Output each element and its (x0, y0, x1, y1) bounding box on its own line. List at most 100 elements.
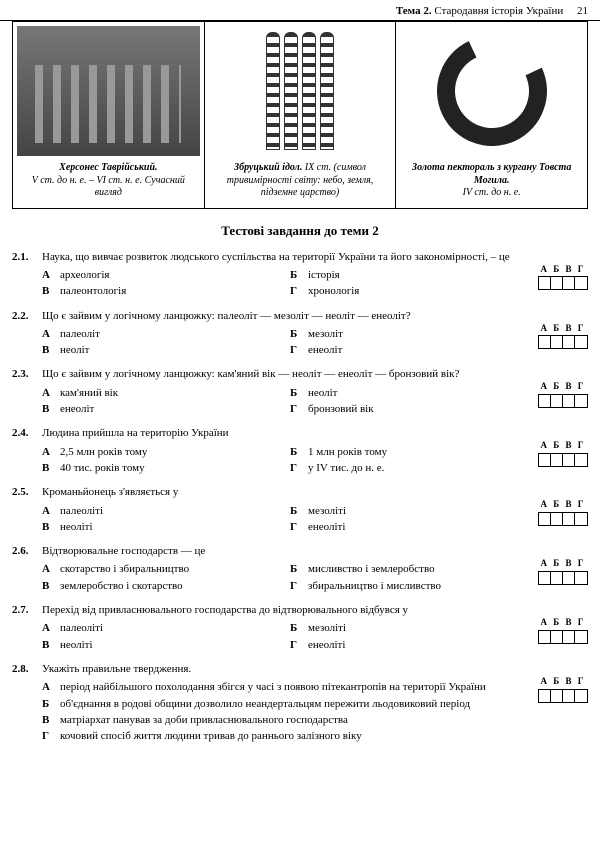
answer-option[interactable]: Вматріархат панував за доби привласнювал… (42, 713, 528, 727)
answer-option[interactable]: Б1 млн років тому (290, 445, 528, 459)
answer-letter: Б (290, 562, 308, 576)
answer-cell[interactable] (551, 395, 563, 407)
answer-letter: В (42, 638, 60, 652)
answer-grid-boxes[interactable] (538, 689, 588, 703)
answer-cell[interactable] (551, 572, 563, 584)
answer-cell[interactable] (539, 395, 551, 407)
answer-option[interactable]: Аархеологія (42, 268, 280, 282)
answer-option[interactable]: Аскотарство і збиральництво (42, 562, 280, 576)
answer-cell[interactable] (539, 336, 551, 348)
answer-cell[interactable] (551, 336, 563, 348)
answers: Апалеоліт Бмезоліт Внеоліт Генеоліт (42, 327, 588, 358)
answer-text: у IV тис. до н. е. (308, 461, 528, 475)
answer-option[interactable]: Венеоліт (42, 402, 280, 416)
answer-cell[interactable] (551, 631, 563, 643)
answer-option[interactable]: Бмезоліті (290, 504, 528, 518)
answer-option[interactable]: Генеоліті (290, 520, 528, 534)
answer-option[interactable]: Акам'яний вік (42, 386, 280, 400)
answer-grid-boxes[interactable] (538, 335, 588, 349)
answer-option[interactable]: Бісторія (290, 268, 528, 282)
answer-option[interactable]: Боб'єднання в родові общини дозволило не… (42, 697, 528, 711)
answer-option[interactable]: Апалеоліт (42, 327, 280, 341)
answer-cell[interactable] (575, 513, 587, 525)
answer-option[interactable]: Впалеонтологія (42, 284, 280, 298)
answer-cell[interactable] (539, 572, 551, 584)
answer-text: хронологія (308, 284, 528, 298)
answer-grid-boxes[interactable] (538, 276, 588, 290)
answer-option[interactable]: Генеоліт (290, 343, 528, 357)
question-number: 2.6. (12, 544, 42, 558)
answer-cell[interactable] (551, 454, 563, 466)
answer-cell[interactable] (539, 277, 551, 289)
answer-grid[interactable]: А Б В Г (538, 381, 588, 408)
answer-grid-boxes[interactable] (538, 512, 588, 526)
answer-option[interactable]: Гзбиральництво і мисливство (290, 579, 528, 593)
answer-cell[interactable] (563, 454, 575, 466)
answer-text: мисливство і землеробство (308, 562, 528, 576)
answer-option[interactable]: Аперіод найбільшого похолодання збігся у… (42, 680, 528, 694)
answer-grid[interactable]: А Б В Г (538, 264, 588, 291)
answer-option[interactable]: Бмезоліт (290, 327, 528, 341)
answer-cell[interactable] (575, 454, 587, 466)
answer-option[interactable]: Внеоліті (42, 520, 280, 534)
answer-cell[interactable] (575, 395, 587, 407)
answer-option[interactable]: Бмисливство і землеробство (290, 562, 528, 576)
answer-cell[interactable] (551, 277, 563, 289)
answer-option[interactable]: Бнеоліт (290, 386, 528, 400)
answer-option[interactable]: Внеоліт (42, 343, 280, 357)
answer-option[interactable]: Гбронзовий вік (290, 402, 528, 416)
answer-option[interactable]: Апалеоліті (42, 621, 280, 635)
answer-option[interactable]: Бмезоліті (290, 621, 528, 635)
answer-grid[interactable]: А Б В Г (538, 558, 588, 585)
answer-option[interactable]: Гу IV тис. до н. е. (290, 461, 528, 475)
answer-option[interactable]: А2,5 млн років тому (42, 445, 280, 459)
answer-cell[interactable] (563, 631, 575, 643)
question-text: Наука, що вивчає розвиток людського сусп… (42, 250, 588, 264)
answer-grid[interactable]: А Б В Г (538, 323, 588, 350)
answer-grid[interactable]: А Б В Г (538, 676, 588, 703)
image-cell-1: Херсонес Таврійський. V ст. до н. е. – V… (13, 22, 205, 208)
answer-grid-boxes[interactable] (538, 394, 588, 408)
answer-cell[interactable] (551, 690, 563, 702)
answer-option[interactable]: В40 тис. років тому (42, 461, 280, 475)
answer-letter: Г (42, 729, 60, 743)
answer-cell[interactable] (539, 690, 551, 702)
answer-cell[interactable] (539, 454, 551, 466)
theme-label: Тема 2. (396, 5, 432, 17)
image-ruins (17, 26, 200, 156)
answer-grid[interactable]: А Б В Г (538, 440, 588, 467)
answer-cell[interactable] (563, 513, 575, 525)
answer-option[interactable]: Вземлеробство і скотарство (42, 579, 280, 593)
answer-grid-boxes[interactable] (538, 571, 588, 585)
answer-cell[interactable] (575, 572, 587, 584)
answer-grid-letters: А Б В Г (538, 381, 588, 393)
answer-grid[interactable]: А Б В Г (538, 617, 588, 644)
question: 2.8.Укажіть правильне твердження.Аперіод… (0, 662, 600, 755)
answer-cell[interactable] (575, 690, 587, 702)
answer-option[interactable]: Гхронологія (290, 284, 528, 298)
answer-grid-boxes[interactable] (538, 630, 588, 644)
answer-text: енеоліті (308, 638, 528, 652)
images-row: Херсонес Таврійський. V ст. до н. е. – V… (12, 21, 588, 209)
answer-cell[interactable] (575, 277, 587, 289)
answer-grid-boxes[interactable] (538, 453, 588, 467)
answer-cell[interactable] (563, 690, 575, 702)
answer-option[interactable]: Внеоліті (42, 638, 280, 652)
answer-cell[interactable] (539, 513, 551, 525)
answer-cell[interactable] (551, 513, 563, 525)
answer-cell[interactable] (539, 631, 551, 643)
answer-cell[interactable] (575, 336, 587, 348)
answer-option[interactable]: Гкочовий спосіб життя людини тривав до р… (42, 729, 528, 743)
answer-cell[interactable] (563, 572, 575, 584)
answer-option[interactable]: Генеоліті (290, 638, 528, 652)
answer-text: неоліт (308, 386, 528, 400)
answer-letter: В (42, 343, 60, 357)
answer-cell[interactable] (563, 277, 575, 289)
answer-letter: В (42, 284, 60, 298)
answer-cell[interactable] (563, 395, 575, 407)
answer-grid[interactable]: А Б В Г (538, 499, 588, 526)
answer-cell[interactable] (563, 336, 575, 348)
answer-letter: А (42, 268, 60, 282)
answer-cell[interactable] (575, 631, 587, 643)
answer-option[interactable]: Апалеоліті (42, 504, 280, 518)
